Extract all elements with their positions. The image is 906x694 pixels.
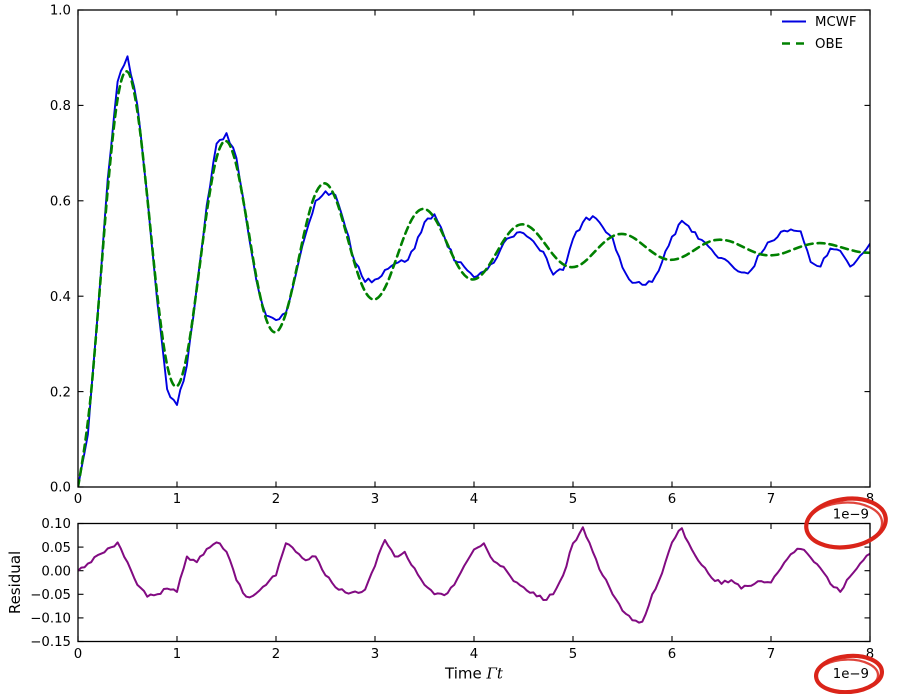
legend-label-obe: OBE [815,37,843,52]
x-tick-label: 0 [74,492,82,507]
circle-bottom-offset-1e-9-overstroke [814,658,880,693]
x-tick-label: 2 [272,647,280,662]
x-tick-label: 1 [173,492,181,507]
residual-line [78,526,870,624]
x-tick-label: 4 [470,492,478,507]
x-tick-label: 6 [668,492,676,507]
residual-xaxis-offset-label: 1e−9 [833,667,869,682]
y-tick-label: 0.05 [41,541,71,556]
y-tick-label: 0.2 [50,385,71,400]
circle-top-offset-1e-9-overstroke [805,501,884,548]
annotations [804,496,888,694]
x-tick-label: 2 [272,492,280,507]
x-tick-label: 5 [569,492,577,507]
x-tick-label: 1 [173,647,181,662]
x-tick-label: 0 [74,647,82,662]
y-tick-label: 0.8 [50,99,71,114]
legend: MCWF OBE [782,15,857,52]
mcwf-line [78,55,870,487]
y-tick-label: 0.0 [50,481,71,496]
y-tick-label: 1.0 [50,4,71,19]
y-tick-label: 0.00 [41,564,71,579]
axes-frame [77,522,871,643]
x-tick-label: 8 [866,647,874,662]
x-tick-label: 3 [371,647,379,662]
x-tick-label: 7 [767,647,775,662]
x-tick-label: 5 [569,647,577,662]
legend-label-mcwf: MCWF [815,15,857,30]
y-tick-label: −0.15 [30,635,71,650]
x-tick-label: 3 [371,492,379,507]
y-tick-label: 0.10 [41,517,71,532]
x-tick-label: 6 [668,647,676,662]
y-tick-label: 0.4 [50,290,71,305]
y-tick-label: −0.05 [30,588,71,603]
obe-line [78,70,870,487]
x-tick-label: 7 [767,492,775,507]
residual-plot: 0 1 2 3 4 5 6 7 8 −0.15 −0.10 −0.05 0.00 0.05 0.10 1e−9… [6,517,874,682]
x-tick-label: 4 [470,647,478,662]
y-tick-label: −0.10 [30,612,71,627]
xaxis-label-time: Time Γt [444,665,504,683]
y-tick-label: 0.6 [50,195,71,210]
yaxis-label-residual: Residual [6,551,24,614]
axes-frame [77,9,871,488]
population-xaxis-offset-label: 1e−9 [833,508,869,523]
